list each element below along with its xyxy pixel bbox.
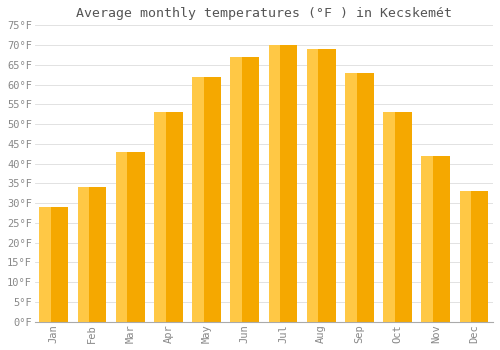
Bar [345,73,374,322]
Bar [307,49,336,322]
Bar [40,207,51,322]
Bar [460,191,471,322]
Bar [40,207,68,322]
Bar [78,187,106,322]
Bar [422,156,450,322]
Bar [307,49,318,322]
Bar [383,112,394,322]
Bar [268,45,298,322]
Bar [230,57,259,322]
Bar [345,73,356,322]
Bar [422,156,433,322]
Bar [192,77,203,322]
Bar [460,191,488,322]
Bar [116,152,144,322]
Bar [383,112,412,322]
Bar [268,45,280,322]
Bar [116,152,128,322]
Bar [230,57,242,322]
Bar [154,112,166,322]
Bar [192,77,221,322]
Bar [78,187,89,322]
Title: Average monthly temperatures (°F ) in Kecskemét: Average monthly temperatures (°F ) in Ke… [76,7,452,20]
Bar [154,112,182,322]
